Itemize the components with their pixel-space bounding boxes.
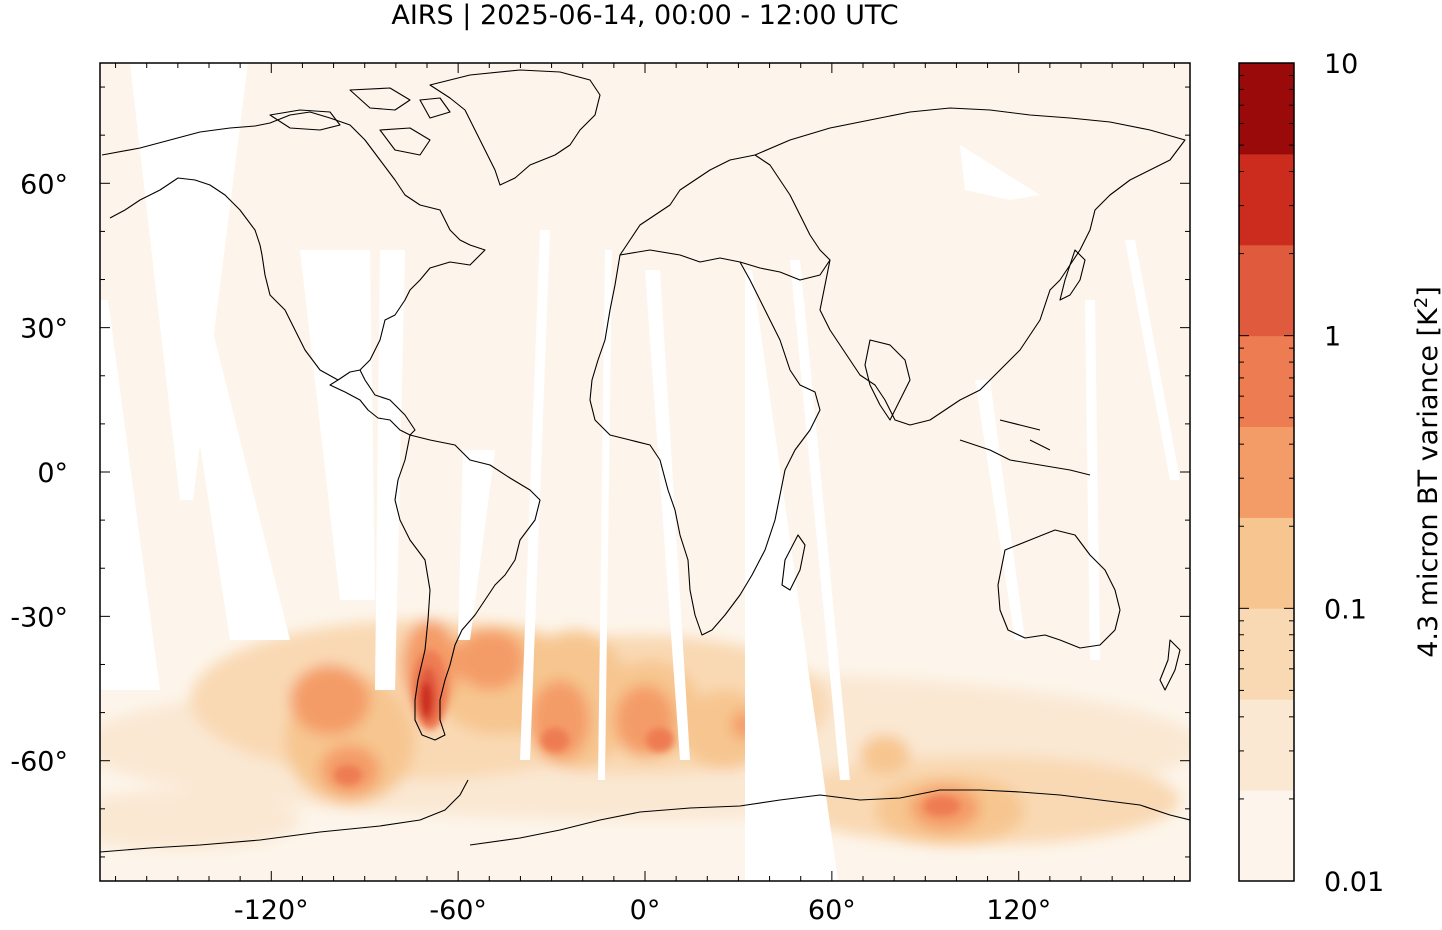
map-plot-area	[100, 63, 1190, 881]
variance-region	[290, 665, 370, 735]
coastline-indonesia	[959, 419, 1091, 476]
colorbar: 10 1 0.1 0.01	[1238, 49, 1384, 898]
coastlines	[100, 69, 1190, 853]
colorbar-swatch	[1239, 790, 1294, 882]
swath-gap	[100, 300, 160, 690]
colorbar-swatch	[1239, 244, 1294, 337]
coastline-asia	[754, 107, 1186, 426]
swath-gap	[975, 380, 1025, 640]
colorbar-swatch	[1239, 63, 1294, 155]
y-tick-label: -30°	[10, 602, 68, 633]
axis-tick-labels: -120° -60° 0° 60° 120° 60° 30° 0° -30° -60°	[10, 169, 1051, 926]
coastline-japan	[1059, 249, 1086, 301]
coastline-madagascar	[781, 534, 806, 591]
colorbar-tick-label: 10	[1324, 49, 1358, 80]
swath-gap	[745, 270, 838, 881]
variance-field	[100, 267, 1190, 850]
coastline-antarctica	[100, 779, 1190, 853]
swath-gap	[458, 450, 495, 640]
swath-gaps	[100, 63, 1180, 881]
coastline-europe	[619, 154, 831, 281]
coastline-australia	[997, 529, 1121, 649]
x-tick-label: -120°	[234, 895, 309, 926]
variance-region	[455, 630, 525, 690]
coastline-india	[864, 339, 911, 421]
x-tick-label: 60°	[808, 895, 856, 926]
variance-region	[646, 728, 674, 752]
map-title: AIRS | 2025-06-14, 00:00 - 12:00 UTC	[391, 0, 899, 31]
x-tick-label: 0°	[630, 895, 661, 926]
swath-gap	[960, 145, 1040, 200]
y-tick-label: -60°	[10, 747, 68, 778]
swath-gap	[790, 260, 850, 780]
variance-region	[420, 682, 432, 718]
coastline-new-zealand	[1159, 639, 1181, 691]
variance-region	[541, 728, 569, 752]
colorbar-swatch	[1239, 153, 1294, 246]
colorbar-swatch	[1239, 699, 1294, 791]
variance-region	[860, 735, 910, 775]
coastline-south-america	[394, 434, 541, 741]
x-tick-label: 120°	[986, 895, 1051, 926]
variance-region	[924, 796, 960, 816]
colorbar-swatch	[1239, 608, 1294, 700]
colorbar-label: 4.3 micron BT variance [K2]	[1411, 286, 1442, 658]
colorbar-swatch	[1239, 335, 1294, 428]
y-tick-label: 30°	[20, 314, 68, 345]
axis-ticks	[100, 63, 1190, 881]
colorbar-swatch	[1239, 426, 1294, 518]
colorbar-tick-label: 0.1	[1324, 594, 1367, 625]
swath-gap	[300, 250, 375, 600]
colorbar-swatch	[1239, 517, 1294, 609]
y-tick-label: 60°	[20, 169, 68, 200]
coastline-africa	[589, 249, 821, 636]
colorbar-frame	[1238, 62, 1295, 882]
coastline-greenland	[429, 69, 601, 186]
swath-gap	[1125, 240, 1180, 480]
variance-region	[100, 790, 300, 850]
swath-gap	[645, 270, 690, 760]
y-tick-label: 0°	[37, 458, 68, 489]
colorbar-tick-label: 0.01	[1324, 867, 1384, 898]
coastline-arctic-islands	[269, 87, 451, 156]
coastline-north-america	[101, 111, 486, 436]
swath-gap	[1085, 300, 1100, 660]
swath-gap	[150, 120, 290, 640]
swath-gap	[375, 250, 405, 690]
colorbar-tick-label: 1	[1324, 322, 1341, 353]
variance-region	[334, 765, 362, 785]
x-tick-label: -60°	[429, 895, 487, 926]
swath-gap	[598, 250, 612, 780]
